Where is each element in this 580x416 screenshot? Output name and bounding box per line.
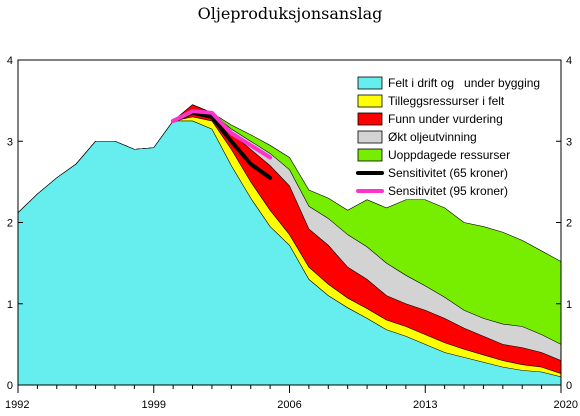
legend-swatch-tilleggsressurser-i-felt	[357, 94, 383, 108]
y-tick-label-left: 4	[7, 55, 13, 67]
y-tick-label-left: 3	[7, 136, 13, 148]
legend-label: Økt oljeutvinning	[388, 130, 477, 144]
y-tick-label-left: 0	[7, 380, 13, 392]
y-tick-label-right: 4	[566, 55, 572, 67]
legend: Felt i drift og under bygging Tilleggsres…	[356, 76, 540, 198]
x-tick-label: 1999	[142, 399, 166, 411]
y-tick-label-right: 0	[566, 380, 572, 392]
legend-label: Felt i drift og under bygging	[388, 76, 540, 90]
line-sensitivitet-95-kroner	[171, 109, 273, 160]
area-felt-i-drift-og-under-bygging	[17, 120, 562, 386]
sensitivity-lines	[171, 109, 273, 180]
y-tick-label-right: 3	[566, 136, 572, 148]
chart-title: Oljeproduksjonsanslag	[198, 4, 383, 23]
legend-label: Sensitivitet (65 kroner)	[388, 166, 508, 180]
x-tick-label: 2013	[413, 399, 437, 411]
y-tick-label-left: 2	[7, 218, 13, 230]
axes: 0 0 1 1 2 2 3 3 4 4 1992 1999 2006 2013 2020	[5, 55, 578, 411]
legend-swatch-funn-under-vurdering	[357, 112, 383, 126]
legend-label: Uoppdagede ressurser	[388, 148, 510, 162]
legend-swatch-okt-oljeutvinning	[357, 130, 383, 144]
x-tick-label: 2006	[277, 399, 301, 411]
y-tick-label-left: 1	[7, 299, 13, 311]
stacked-areas	[17, 104, 562, 386]
legend-label: Funn under vurdering	[388, 112, 503, 126]
legend-swatch-felt-i-drift-og-under-bygging	[357, 76, 383, 90]
legend-swatch-uoppdagede-ressurser	[357, 148, 383, 162]
x-tick-label: 1992	[5, 399, 29, 411]
legend-label: Sensitivitet (95 kroner)	[388, 184, 508, 198]
y-tick-label-right: 2	[566, 218, 572, 230]
y-tick-label-right: 1	[566, 299, 572, 311]
x-tick-label: 2020	[554, 399, 578, 411]
legend-label: Tilleggsressurser i felt	[388, 94, 505, 108]
